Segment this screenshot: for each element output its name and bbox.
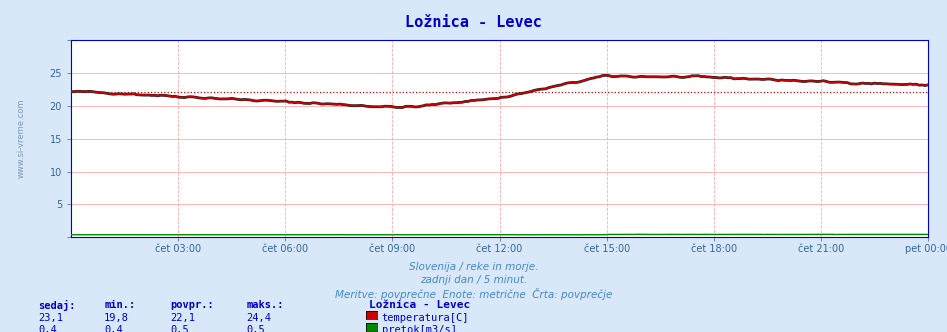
Text: 23,1: 23,1: [38, 313, 63, 323]
Text: Ložnica - Levec: Ložnica - Levec: [405, 15, 542, 30]
Text: Ložnica - Levec: Ložnica - Levec: [369, 300, 471, 310]
Text: pretok[m3/s]: pretok[m3/s]: [382, 325, 456, 332]
Text: 0,5: 0,5: [246, 325, 265, 332]
Text: zadnji dan / 5 minut.: zadnji dan / 5 minut.: [420, 275, 527, 285]
Text: temperatura[C]: temperatura[C]: [382, 313, 469, 323]
Text: min.:: min.:: [104, 300, 135, 310]
Text: maks.:: maks.:: [246, 300, 284, 310]
Text: 0,5: 0,5: [170, 325, 189, 332]
Text: 0,4: 0,4: [38, 325, 57, 332]
Text: 24,4: 24,4: [246, 313, 271, 323]
Text: www.si-vreme.com: www.si-vreme.com: [17, 99, 26, 178]
Text: sedaj:: sedaj:: [38, 300, 76, 311]
Text: 19,8: 19,8: [104, 313, 129, 323]
Text: Slovenija / reke in morje.: Slovenija / reke in morje.: [409, 262, 538, 272]
Text: povpr.:: povpr.:: [170, 300, 214, 310]
Text: Meritve: povprečne  Enote: metrične  Črta: povprečje: Meritve: povprečne Enote: metrične Črta:…: [335, 288, 612, 299]
Text: 22,1: 22,1: [170, 313, 195, 323]
Text: 0,4: 0,4: [104, 325, 123, 332]
